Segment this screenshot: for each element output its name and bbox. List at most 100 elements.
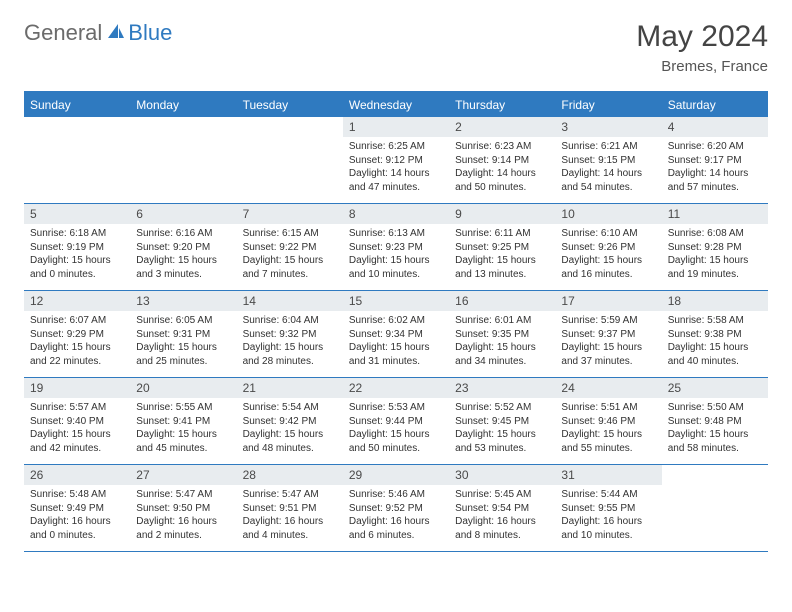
day-cell: 3Sunrise: 6:21 AMSunset: 9:15 PMDaylight… [555,117,661,203]
sunset-text: Sunset: 9:20 PM [136,241,230,255]
daylight-text: Daylight: 15 hours and 48 minutes. [243,428,337,455]
day-details: Sunrise: 6:10 AMSunset: 9:26 PMDaylight:… [555,224,661,287]
day-cell: 18Sunrise: 5:58 AMSunset: 9:38 PMDayligh… [662,291,768,377]
day-number: 8 [343,204,449,224]
day-details: Sunrise: 5:58 AMSunset: 9:38 PMDaylight:… [662,311,768,374]
sunset-text: Sunset: 9:52 PM [349,502,443,516]
day-details: Sunrise: 6:08 AMSunset: 9:28 PMDaylight:… [662,224,768,287]
day-number: 4 [662,117,768,137]
sunrise-text: Sunrise: 5:50 AM [668,401,762,415]
sunrise-text: Sunrise: 6:15 AM [243,227,337,241]
day-cell: 10Sunrise: 6:10 AMSunset: 9:26 PMDayligh… [555,204,661,290]
day-details: Sunrise: 6:16 AMSunset: 9:20 PMDaylight:… [130,224,236,287]
sunset-text: Sunset: 9:17 PM [668,154,762,168]
day-cell: 19Sunrise: 5:57 AMSunset: 9:40 PMDayligh… [24,378,130,464]
daylight-text: Daylight: 15 hours and 45 minutes. [136,428,230,455]
day-details: Sunrise: 6:20 AMSunset: 9:17 PMDaylight:… [662,137,768,200]
weekday-header: Wednesday [343,93,449,117]
day-number: 11 [662,204,768,224]
day-number: 17 [555,291,661,311]
sunrise-text: Sunrise: 6:21 AM [561,140,655,154]
day-number: 25 [662,378,768,398]
sunset-text: Sunset: 9:28 PM [668,241,762,255]
day-cell: 12Sunrise: 6:07 AMSunset: 9:29 PMDayligh… [24,291,130,377]
day-details: Sunrise: 6:13 AMSunset: 9:23 PMDaylight:… [343,224,449,287]
daylight-text: Daylight: 15 hours and 55 minutes. [561,428,655,455]
sunset-text: Sunset: 9:35 PM [455,328,549,342]
day-details: Sunrise: 5:53 AMSunset: 9:44 PMDaylight:… [343,398,449,461]
day-cell: 4Sunrise: 6:20 AMSunset: 9:17 PMDaylight… [662,117,768,203]
weekday-header: Monday [130,93,236,117]
sunset-text: Sunset: 9:26 PM [561,241,655,255]
day-details: Sunrise: 5:47 AMSunset: 9:50 PMDaylight:… [130,485,236,548]
daylight-text: Daylight: 16 hours and 0 minutes. [30,515,124,542]
daylight-text: Daylight: 15 hours and 7 minutes. [243,254,337,281]
sunrise-text: Sunrise: 5:46 AM [349,488,443,502]
day-cell: 22Sunrise: 5:53 AMSunset: 9:44 PMDayligh… [343,378,449,464]
day-cell: 1Sunrise: 6:25 AMSunset: 9:12 PMDaylight… [343,117,449,203]
sunset-text: Sunset: 9:45 PM [455,415,549,429]
day-cell: 5Sunrise: 6:18 AMSunset: 9:19 PMDaylight… [24,204,130,290]
daylight-text: Daylight: 15 hours and 13 minutes. [455,254,549,281]
day-details: Sunrise: 5:46 AMSunset: 9:52 PMDaylight:… [343,485,449,548]
sunset-text: Sunset: 9:38 PM [668,328,762,342]
calendar: SundayMondayTuesdayWednesdayThursdayFrid… [24,91,768,552]
sunset-text: Sunset: 9:29 PM [30,328,124,342]
sunset-text: Sunset: 9:40 PM [30,415,124,429]
week-row: 19Sunrise: 5:57 AMSunset: 9:40 PMDayligh… [24,378,768,465]
sunrise-text: Sunrise: 5:44 AM [561,488,655,502]
day-details: Sunrise: 5:47 AMSunset: 9:51 PMDaylight:… [237,485,343,548]
day-cell: 20Sunrise: 5:55 AMSunset: 9:41 PMDayligh… [130,378,236,464]
day-details: Sunrise: 5:59 AMSunset: 9:37 PMDaylight:… [555,311,661,374]
sunset-text: Sunset: 9:44 PM [349,415,443,429]
sunrise-text: Sunrise: 6:18 AM [30,227,124,241]
brand-sail-icon [106,22,126,45]
sunrise-text: Sunrise: 6:08 AM [668,227,762,241]
day-cell [24,117,130,203]
sunset-text: Sunset: 9:15 PM [561,154,655,168]
sunset-text: Sunset: 9:37 PM [561,328,655,342]
day-number: 29 [343,465,449,485]
day-number: 15 [343,291,449,311]
sunset-text: Sunset: 9:23 PM [349,241,443,255]
day-cell: 17Sunrise: 5:59 AMSunset: 9:37 PMDayligh… [555,291,661,377]
sunrise-text: Sunrise: 6:10 AM [561,227,655,241]
day-details: Sunrise: 5:44 AMSunset: 9:55 PMDaylight:… [555,485,661,548]
sunset-text: Sunset: 9:54 PM [455,502,549,516]
sunrise-text: Sunrise: 6:07 AM [30,314,124,328]
title-block: May 2024 Bremes, France [636,20,768,75]
day-details: Sunrise: 6:01 AMSunset: 9:35 PMDaylight:… [449,311,555,374]
daylight-text: Daylight: 15 hours and 53 minutes. [455,428,549,455]
daylight-text: Daylight: 14 hours and 54 minutes. [561,167,655,194]
day-details: Sunrise: 6:02 AMSunset: 9:34 PMDaylight:… [343,311,449,374]
sunrise-text: Sunrise: 6:23 AM [455,140,549,154]
day-number: 20 [130,378,236,398]
sunrise-text: Sunrise: 5:57 AM [30,401,124,415]
day-number: 27 [130,465,236,485]
sunset-text: Sunset: 9:14 PM [455,154,549,168]
sunrise-text: Sunrise: 6:20 AM [668,140,762,154]
sunset-text: Sunset: 9:51 PM [243,502,337,516]
day-details: Sunrise: 5:55 AMSunset: 9:41 PMDaylight:… [130,398,236,461]
daylight-text: Daylight: 15 hours and 34 minutes. [455,341,549,368]
day-number: 16 [449,291,555,311]
header: General Blue May 2024 Bremes, France [0,0,792,83]
day-details: Sunrise: 5:50 AMSunset: 9:48 PMDaylight:… [662,398,768,461]
day-cell: 27Sunrise: 5:47 AMSunset: 9:50 PMDayligh… [130,465,236,551]
day-cell: 21Sunrise: 5:54 AMSunset: 9:42 PMDayligh… [237,378,343,464]
day-number: 22 [343,378,449,398]
day-details: Sunrise: 5:51 AMSunset: 9:46 PMDaylight:… [555,398,661,461]
day-number: 7 [237,204,343,224]
sunrise-text: Sunrise: 5:48 AM [30,488,124,502]
daylight-text: Daylight: 15 hours and 0 minutes. [30,254,124,281]
daylight-text: Daylight: 15 hours and 25 minutes. [136,341,230,368]
brand-part2: Blue [128,20,172,46]
day-number: 23 [449,378,555,398]
day-details: Sunrise: 5:54 AMSunset: 9:42 PMDaylight:… [237,398,343,461]
sunrise-text: Sunrise: 5:47 AM [136,488,230,502]
day-number: 26 [24,465,130,485]
sunrise-text: Sunrise: 5:51 AM [561,401,655,415]
sunrise-text: Sunrise: 6:11 AM [455,227,549,241]
day-cell [237,117,343,203]
day-number: 24 [555,378,661,398]
